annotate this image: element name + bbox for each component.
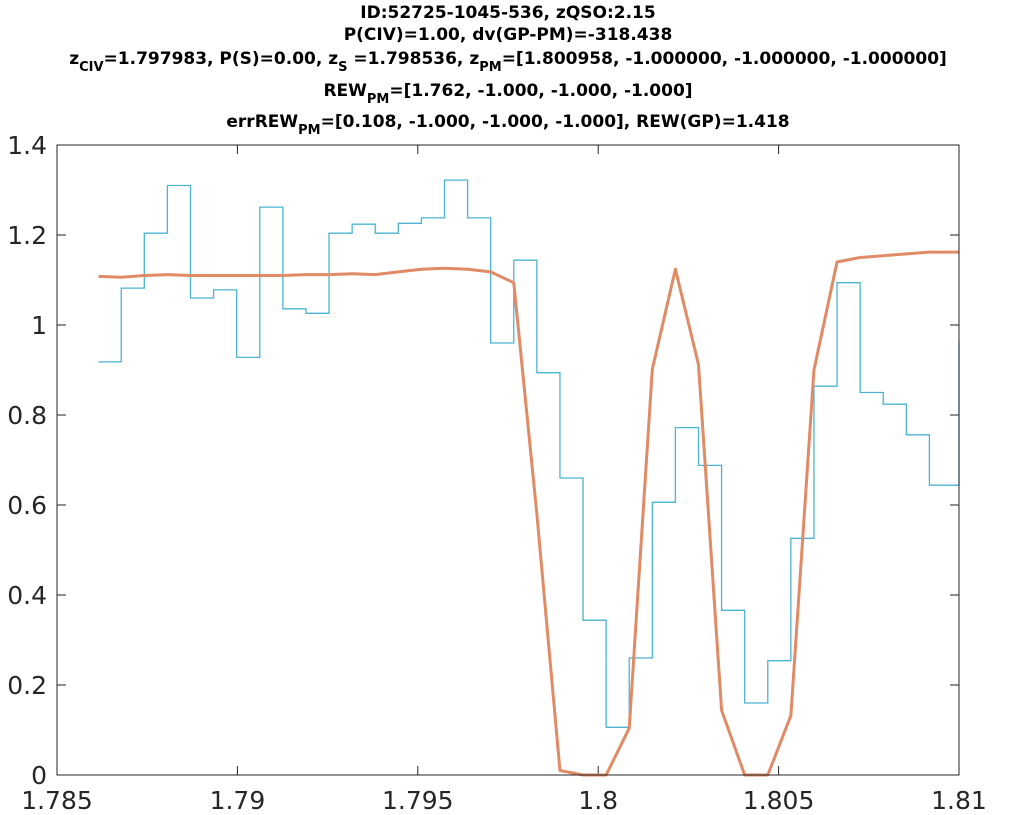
y-tick-label: 0 [31, 761, 47, 790]
data-series [98, 179, 960, 777]
x-tick-label: 1.79 [210, 786, 266, 815]
title-line-4: REWPM=[1.762, -1.000, -1.000, -1.000] [323, 81, 692, 107]
y-tick-label: 1 [31, 311, 47, 340]
model-line [98, 250, 959, 777]
y-tick-label: 0.6 [7, 491, 47, 520]
y-tick-label: 0.8 [7, 401, 47, 430]
title-line-1: ID:52725-1045-536, zQSO:2.15 [360, 3, 655, 23]
chart-title: ID:52725-1045-536, zQSO:2.15P(CIV)=1.00,… [69, 3, 947, 138]
plot-area [56, 144, 960, 776]
flux-stairs-line [98, 179, 960, 728]
x-tick-label: 1.795 [382, 786, 454, 815]
title-line-2: P(CIV)=1.00, dv(GP-PM)=-318.438 [344, 25, 673, 45]
x-tick-label: 1.785 [21, 786, 93, 815]
plot-frame [56, 144, 960, 776]
y-tick-label: 1.4 [7, 131, 47, 160]
x-tick-label: 1.805 [743, 786, 815, 815]
title-line-5: errREWPM=[0.108, -1.000, -1.000, -1.000]… [226, 112, 789, 138]
x-tick-label: 1.81 [931, 786, 987, 815]
axis-ticks: 1.785 1.79 1.795 1.8 1.805 1.81 0 0.2 0.4 0.6 0.8 1… [7, 131, 987, 815]
y-tick-label: 0.4 [7, 581, 47, 610]
x-tick-label: 1.8 [578, 786, 618, 815]
title-line-3: zCIV=1.797983, P(S)=0.00, zS =1.798536, … [69, 49, 947, 75]
y-tick-label: 1.2 [7, 221, 47, 250]
y-tick-label: 0.2 [7, 671, 47, 700]
